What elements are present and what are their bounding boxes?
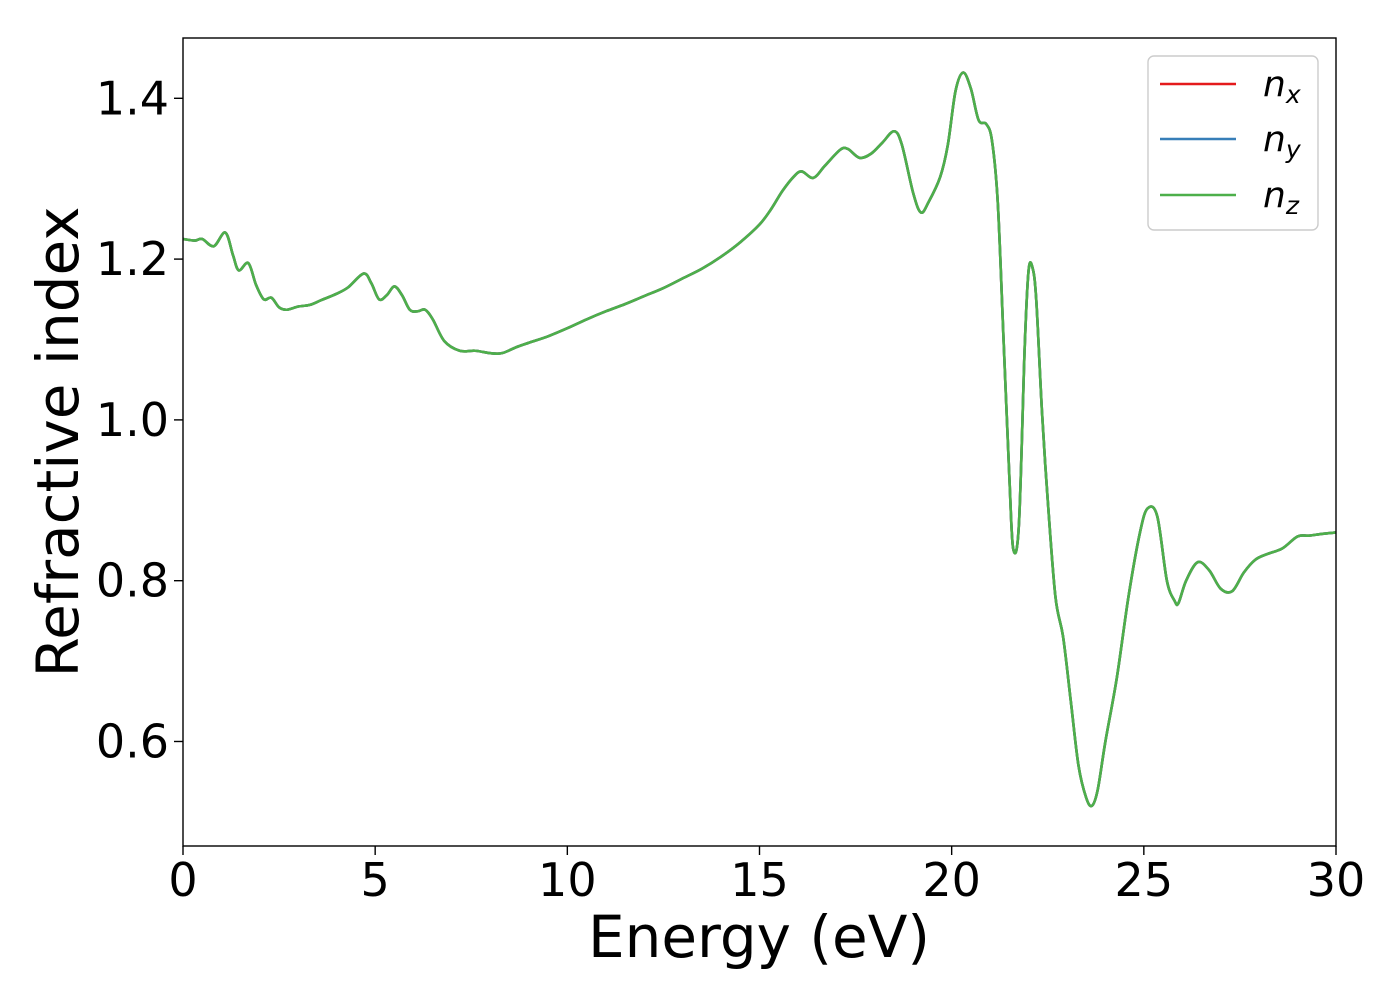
x-axis-label: Energy (eV)	[588, 903, 930, 971]
legend: nx ny nz	[1147, 55, 1319, 231]
x-axis-ticks: 0 5 10 15 20 25 30	[168, 846, 1365, 907]
legend-label-nz: nz	[1263, 175, 1300, 220]
y-tick-label: 0.6	[96, 714, 169, 768]
y-tick-label: 1.4	[96, 71, 169, 125]
x-tick-label: 20	[922, 853, 981, 907]
plot-frame	[182, 37, 1337, 847]
legend-label-nx: nx	[1263, 64, 1301, 109]
x-tick-label: 10	[538, 853, 597, 907]
x-tick-label: 5	[361, 853, 390, 907]
y-tick-label: 1.0	[96, 393, 169, 447]
legend-label-ny: ny	[1263, 119, 1302, 164]
y-tick-label: 0.8	[96, 554, 169, 608]
y-axis-label: Refractive index	[24, 206, 92, 677]
x-tick-label: 0	[168, 853, 197, 907]
x-tick-label: 15	[730, 853, 789, 907]
legend-box	[1147, 55, 1319, 231]
x-tick-label: 25	[1115, 853, 1174, 907]
y-axis-ticks: 0.6 0.8 1.0 1.2 1.4	[96, 71, 183, 768]
series-lines	[183, 71, 1336, 808]
x-tick-label: 30	[1307, 853, 1366, 907]
series-line-nz	[183, 71, 1336, 808]
y-tick-label: 1.2	[96, 232, 169, 286]
